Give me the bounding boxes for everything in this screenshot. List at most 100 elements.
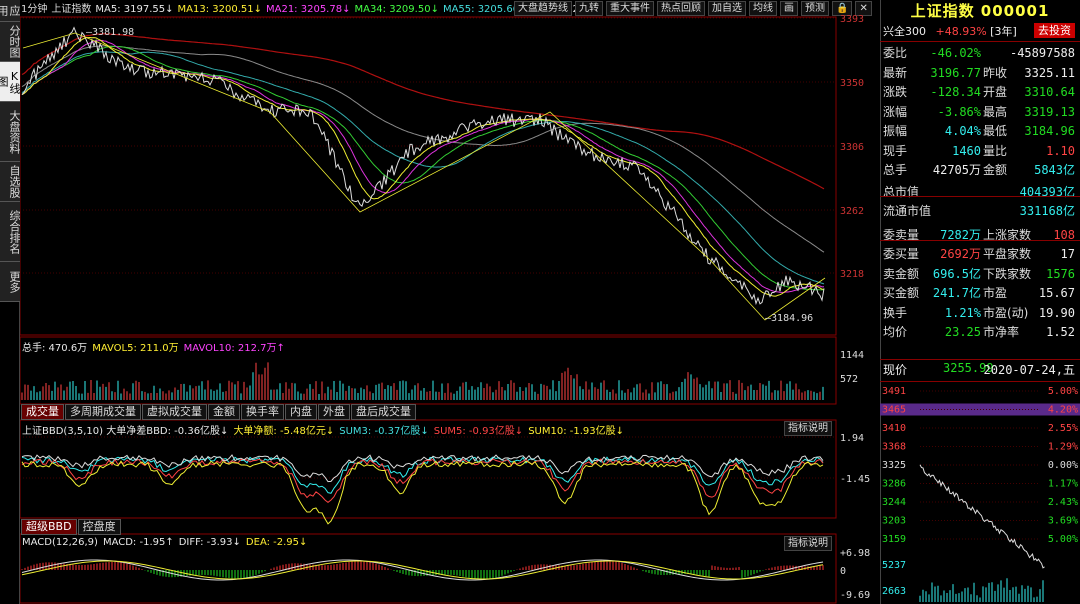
quote-row: 委比 -46.02% -45897588 bbox=[883, 44, 1079, 63]
axis-tick-label: -9.69 bbox=[840, 590, 870, 601]
high-annotation: —3381.98 bbox=[86, 27, 135, 38]
quote-label: 涨跌 bbox=[883, 85, 908, 99]
bbd-header: 上证BBD(3,5,10) 大单净差BBD: -0.36亿股↓ 大单净额: -5.… bbox=[22, 422, 629, 437]
period-label[interactable]: 1分钟 bbox=[21, 4, 48, 15]
mini-axis-left: 3159 bbox=[882, 534, 906, 545]
left-tab-3[interactable]: 大盘资料 bbox=[0, 102, 21, 162]
quote-value: 3184.96 bbox=[1024, 124, 1075, 138]
toolbar-button[interactable]: 均线 bbox=[749, 1, 777, 16]
mini-axis-right: 5.00% bbox=[1048, 386, 1078, 397]
left-tab-1[interactable]: 分时图 bbox=[0, 22, 21, 62]
left-tab-0[interactable]: 应用 bbox=[0, 0, 21, 22]
quote-label: 委比 bbox=[883, 46, 908, 60]
axis-tick-label: 1144 bbox=[840, 350, 864, 361]
indicator-value: SUM3: -0.37亿股↓ bbox=[339, 426, 429, 437]
macd-help-button[interactable]: 指标说明 bbox=[784, 536, 832, 551]
quote-value: 4.04% bbox=[944, 124, 981, 138]
quote-label: 市盈 bbox=[983, 286, 1008, 300]
ma55-line bbox=[21, 51, 825, 285]
quote-label: 金额 bbox=[983, 163, 1008, 177]
left-tab-2[interactable]: K线图 bbox=[0, 62, 21, 102]
volume-tab[interactable]: 成交量 bbox=[21, 404, 64, 420]
mini-axis-right: 0.00% bbox=[1048, 460, 1078, 471]
volume-tab[interactable]: 内盘 bbox=[285, 404, 317, 420]
axis-tick-label: +6.98 bbox=[840, 548, 870, 559]
current-price-row: 现价 3255.99 2020-07-24,五 bbox=[883, 361, 1075, 377]
ma-label: MA55: 3205.66↓ bbox=[442, 4, 528, 15]
quote-row: 涨跌 -128.34 开盘 3310.64 bbox=[883, 83, 1079, 102]
volume-tab[interactable]: 金额 bbox=[208, 404, 240, 420]
close-icon[interactable]: ✕ bbox=[855, 1, 872, 16]
trend-line bbox=[22, 32, 826, 321]
toolbar-button[interactable]: 画 bbox=[780, 1, 798, 16]
volume-tab[interactable]: 盘后成交量 bbox=[351, 404, 416, 420]
toolbar-button[interactable]: 热点回顾 bbox=[657, 1, 705, 16]
bbd-line bbox=[21, 454, 824, 483]
sum10-line bbox=[21, 460, 824, 525]
toolbar-button[interactable]: 大盘趋势线 bbox=[514, 1, 572, 16]
toolbar-button[interactable]: 九转 bbox=[575, 1, 603, 16]
quote-value: 3325.11 bbox=[1024, 65, 1075, 80]
quote-label: 最高 bbox=[983, 104, 1008, 119]
quote-label: 昨收 bbox=[983, 65, 1008, 80]
quote-value: 23.25 bbox=[944, 325, 981, 339]
quote-value: 19.90 bbox=[1038, 305, 1075, 320]
ma-label: MA21: 3205.78↓ bbox=[265, 4, 351, 15]
axis-tick-label: 3306 bbox=[840, 142, 864, 153]
left-tab-bar: 应用 分时图 K线图 大盘资料 自选股 综合排名 更多 bbox=[0, 0, 21, 604]
diff-line bbox=[21, 559, 824, 581]
mini-axis-left: 3203 bbox=[882, 516, 906, 527]
invest-button[interactable]: 去投资 bbox=[1034, 23, 1075, 38]
axis-tick-label: 3350 bbox=[840, 78, 864, 89]
mini-axis-left: 3410 bbox=[882, 423, 906, 434]
mini-axis-right: 2.55% bbox=[1048, 423, 1078, 434]
bbd-help-button[interactable]: 指标说明 bbox=[784, 421, 832, 436]
quote-value: 696.5亿 bbox=[932, 266, 981, 281]
indicator-tab[interactable]: 控盘度 bbox=[77, 519, 121, 535]
quote-value: 3319.13 bbox=[1024, 104, 1075, 119]
left-tab-5[interactable]: 综合排名 bbox=[0, 202, 21, 262]
toolbar-button[interactable]: 重大事件 bbox=[606, 1, 654, 16]
mini-axis-right: 2.43% bbox=[1048, 497, 1078, 508]
promo-row: 兴全300 +48.93% [3年] 去投资 bbox=[883, 23, 1079, 40]
volume-tab[interactable]: 外盘 bbox=[318, 404, 350, 420]
quote-label: 卖金额 bbox=[883, 266, 920, 281]
volume-tab[interactable]: 换手率 bbox=[241, 404, 284, 420]
quote-label: 最低 bbox=[983, 124, 1008, 138]
mini-price-line bbox=[919, 464, 1045, 569]
indicator-value: 大单净额: -5.48亿元↓ bbox=[233, 426, 335, 437]
toolbar-button[interactable]: 预测 bbox=[801, 1, 829, 16]
quote-value: 1.52 bbox=[1046, 325, 1075, 339]
quote-row: 振幅 4.04% 最低 3184.96 bbox=[883, 122, 1079, 141]
low-annotation: —3184.96 bbox=[765, 313, 814, 324]
left-tab-6[interactable]: 更多 bbox=[0, 262, 21, 302]
quote-row: 现手 1460 量比 1.10 bbox=[883, 142, 1079, 161]
bbd-pane-border bbox=[20, 419, 837, 519]
lock-icon[interactable]: 🔒 bbox=[832, 1, 853, 16]
quote-value: 1460 bbox=[952, 143, 981, 158]
quote-label: 均价 bbox=[883, 325, 908, 339]
indicator-value: SUM5: -0.93亿股↓ bbox=[433, 426, 524, 437]
quote-value: 404393亿 bbox=[1019, 184, 1075, 199]
volume-tab[interactable]: 多周期成交量 bbox=[65, 404, 141, 420]
quote-value: 241.7亿 bbox=[932, 286, 981, 300]
mini-axis-left: 3286 bbox=[882, 479, 906, 490]
mini-axis-left: 3325 bbox=[882, 460, 906, 471]
ma-label: MA34: 3209.50↓ bbox=[354, 4, 439, 15]
toolbar: 大盘趋势线 九转 重大事件 热点回顾 加自选 均线画预测 🔒 ✕ bbox=[514, 1, 872, 16]
quote-label: 换手 bbox=[883, 305, 908, 320]
quote-value: 3196.77 bbox=[930, 65, 981, 80]
volume-header: 总手: 470.6万 MAVOL5: 211.0万 MAVOL10: 212.7万↑ bbox=[22, 339, 290, 354]
indicator-value: 上证BBD(3,5,10) 大单净差BBD: -0.36亿股↓ bbox=[22, 426, 229, 437]
quote-label: 最新 bbox=[883, 65, 908, 80]
quote-row: 均价 23.25 市净率 1.52 bbox=[883, 323, 1079, 342]
quote-row: 流通市值 331168亿 bbox=[883, 202, 1079, 221]
indicator-tab[interactable]: 超级BBD bbox=[21, 519, 77, 535]
main-pane-border bbox=[20, 16, 837, 336]
left-tab-4[interactable]: 自选股 bbox=[0, 162, 21, 202]
volume-tab[interactable]: 虚拟成交量 bbox=[142, 404, 207, 420]
mini-chart: 3491 5.00% 3465 4.20% 3410 2.55% 3368 1.29% 3325… bbox=[880, 386, 1080, 602]
index-name: 上证指数 bbox=[51, 4, 92, 15]
toolbar-button[interactable]: 加自选 bbox=[708, 1, 746, 16]
quote-label: 量比 bbox=[983, 143, 1008, 158]
